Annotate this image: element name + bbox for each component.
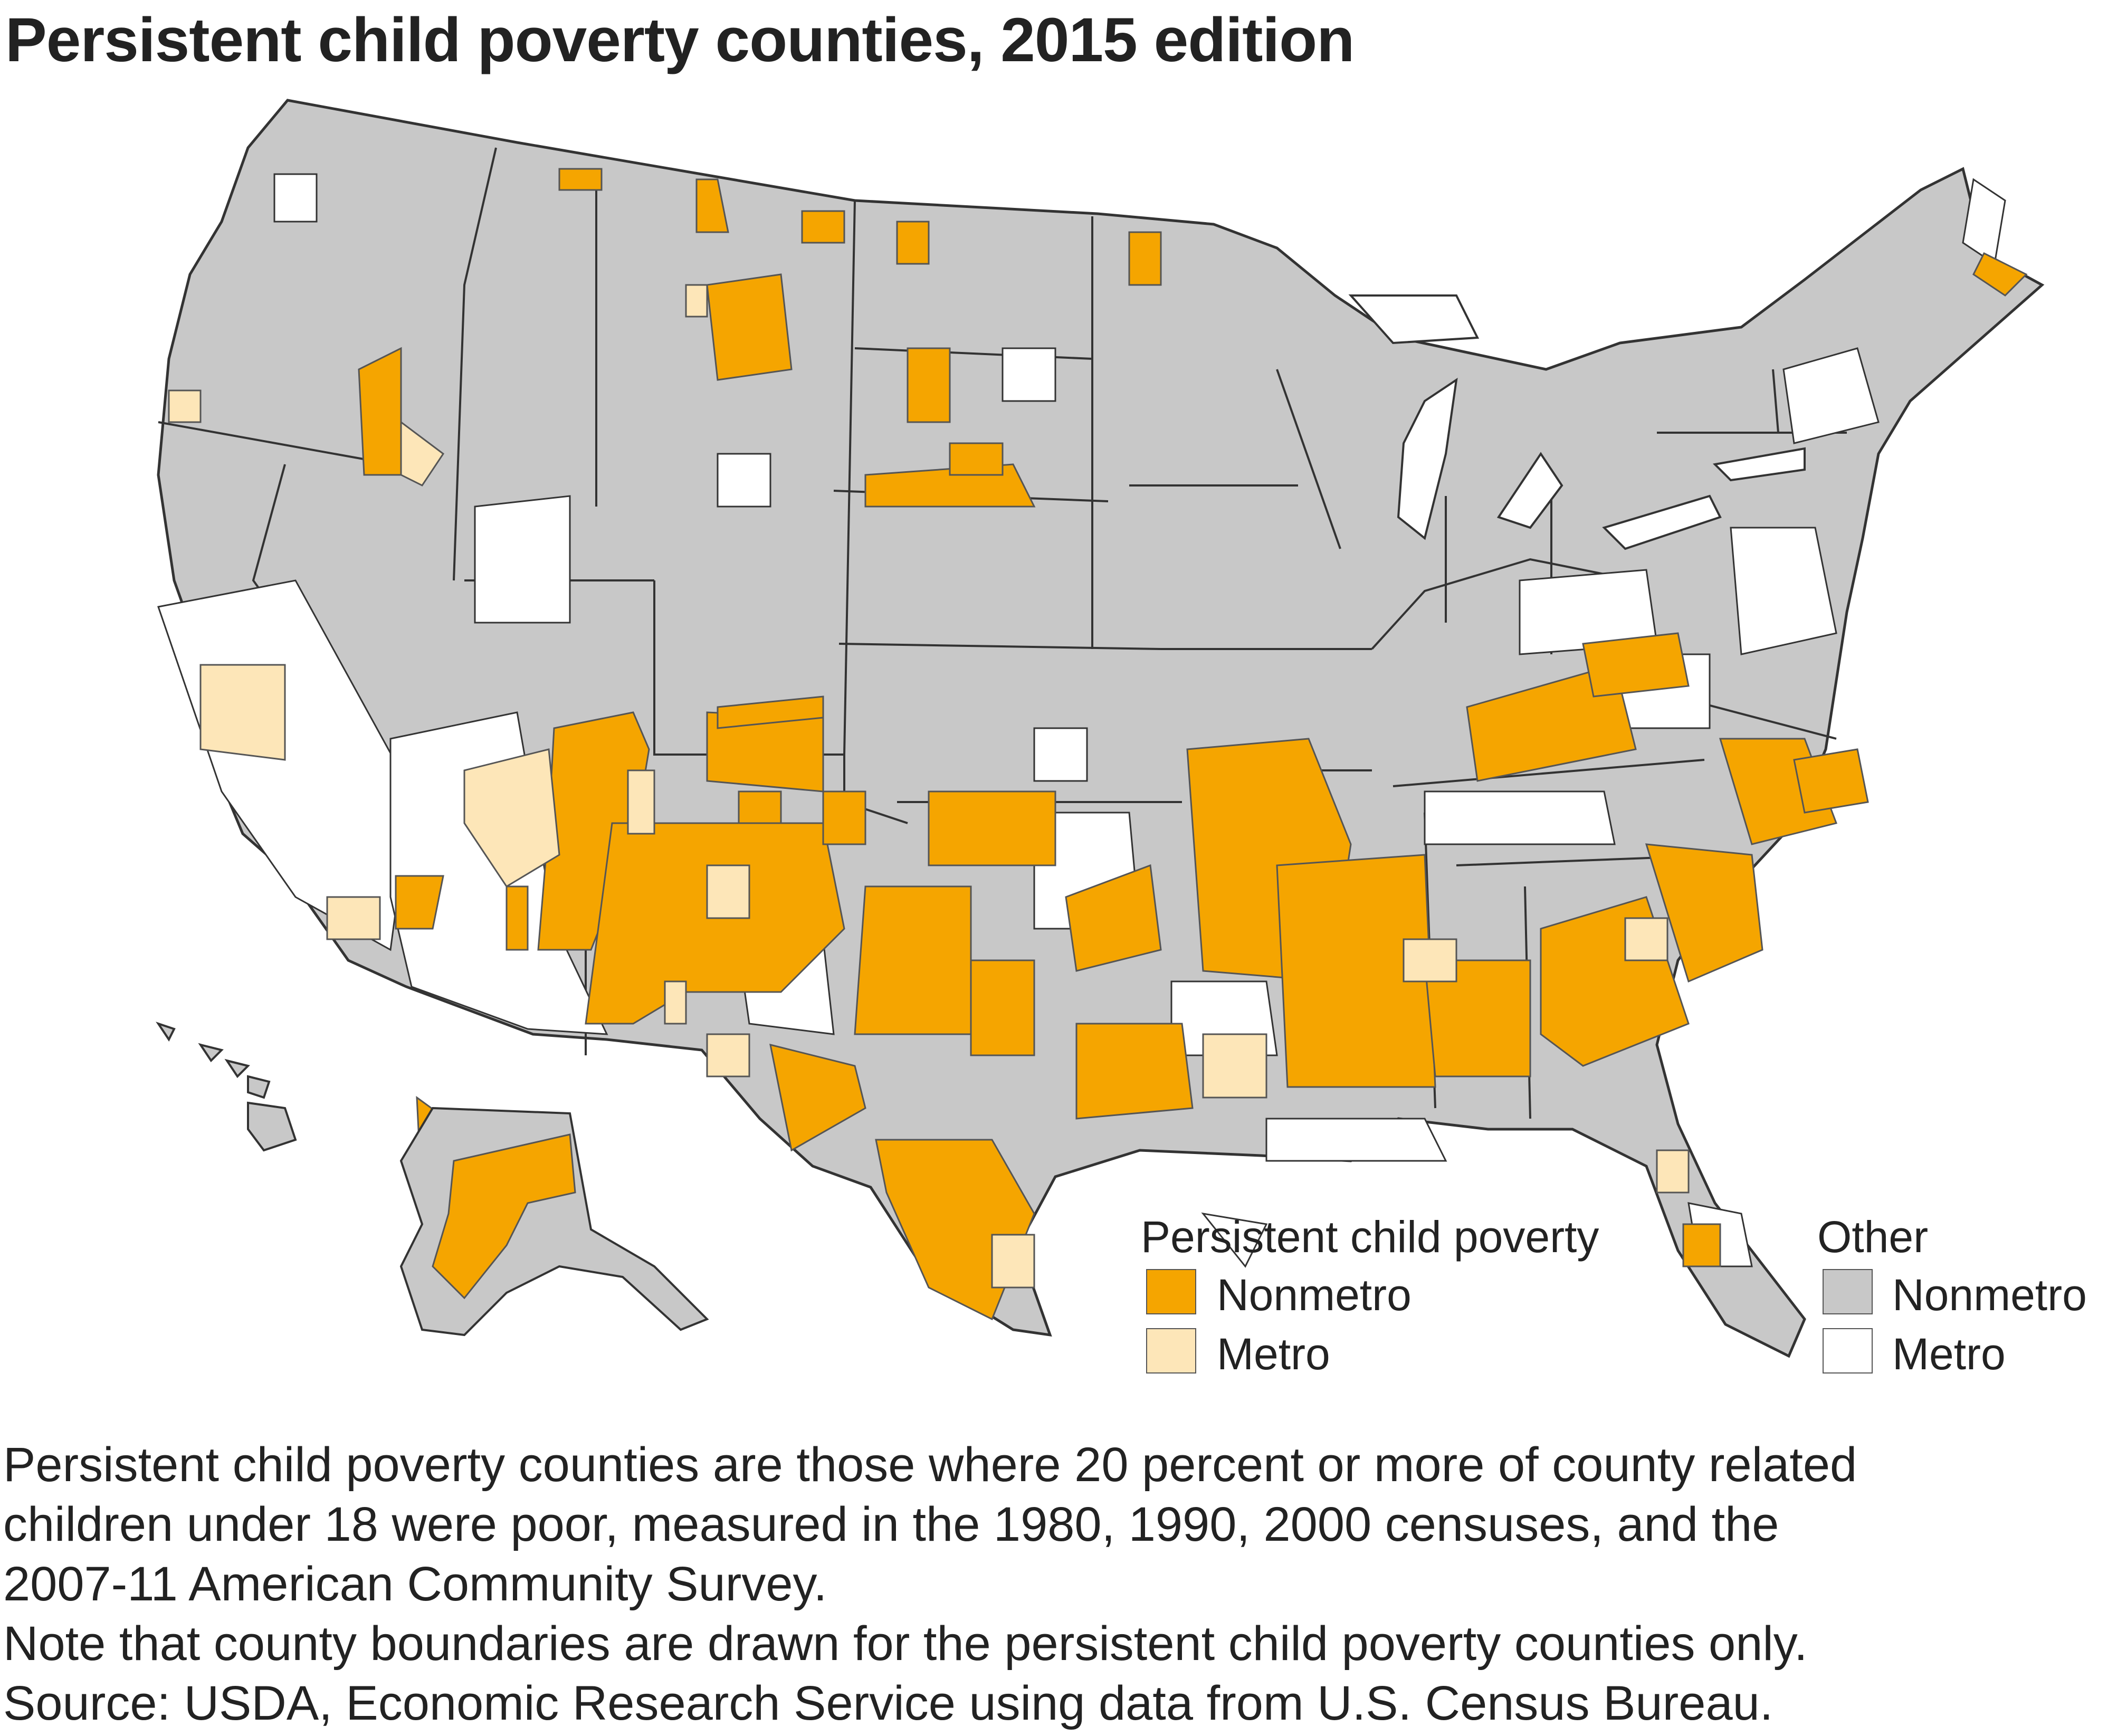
footnote-line-4: Note that county boundaries are drawn fo… bbox=[3, 1617, 1808, 1671]
alaska-pcp bbox=[432, 1133, 576, 1300]
legend-label-other-metro: Metro bbox=[1892, 1329, 2006, 1379]
legend-swatch-other-nonmetro bbox=[1823, 1269, 1873, 1314]
footnote-line-5: Source: USDA, Economic Research Service … bbox=[3, 1676, 1773, 1730]
hawaii bbox=[156, 1022, 297, 1152]
map-title: Persistent child poverty counties, 2015 … bbox=[5, 5, 1355, 75]
footnote-line-2: children under 18 were poor, measured in… bbox=[3, 1497, 1779, 1551]
pcp-nonmetro-counties bbox=[358, 168, 2028, 1321]
us-county-map bbox=[156, 99, 2045, 1358]
legend-swatch-other-metro bbox=[1823, 1328, 1873, 1373]
footnote-line-3: 2007-11 American Community Survey. bbox=[3, 1557, 827, 1611]
legend-label-pcp-nonmetro: Nonmetro bbox=[1217, 1270, 1412, 1320]
footnote: Persistent child poverty counties are th… bbox=[3, 1435, 2109, 1733]
legend-title-other: Other bbox=[1817, 1212, 1929, 1262]
legend-swatch-pcp-nonmetro bbox=[1146, 1269, 1196, 1314]
legend-swatch-pcp-metro bbox=[1146, 1328, 1196, 1373]
legend-title-pcp: Persistent child poverty bbox=[1141, 1212, 1599, 1262]
legend-label-pcp-metro: Metro bbox=[1217, 1329, 1330, 1379]
legend-label-other-nonmetro: Nonmetro bbox=[1892, 1270, 2087, 1320]
footnote-line-1: Persistent child poverty counties are th… bbox=[3, 1438, 1857, 1492]
pcp-metro-counties bbox=[168, 284, 1690, 1289]
water-bodies bbox=[1348, 294, 1806, 550]
